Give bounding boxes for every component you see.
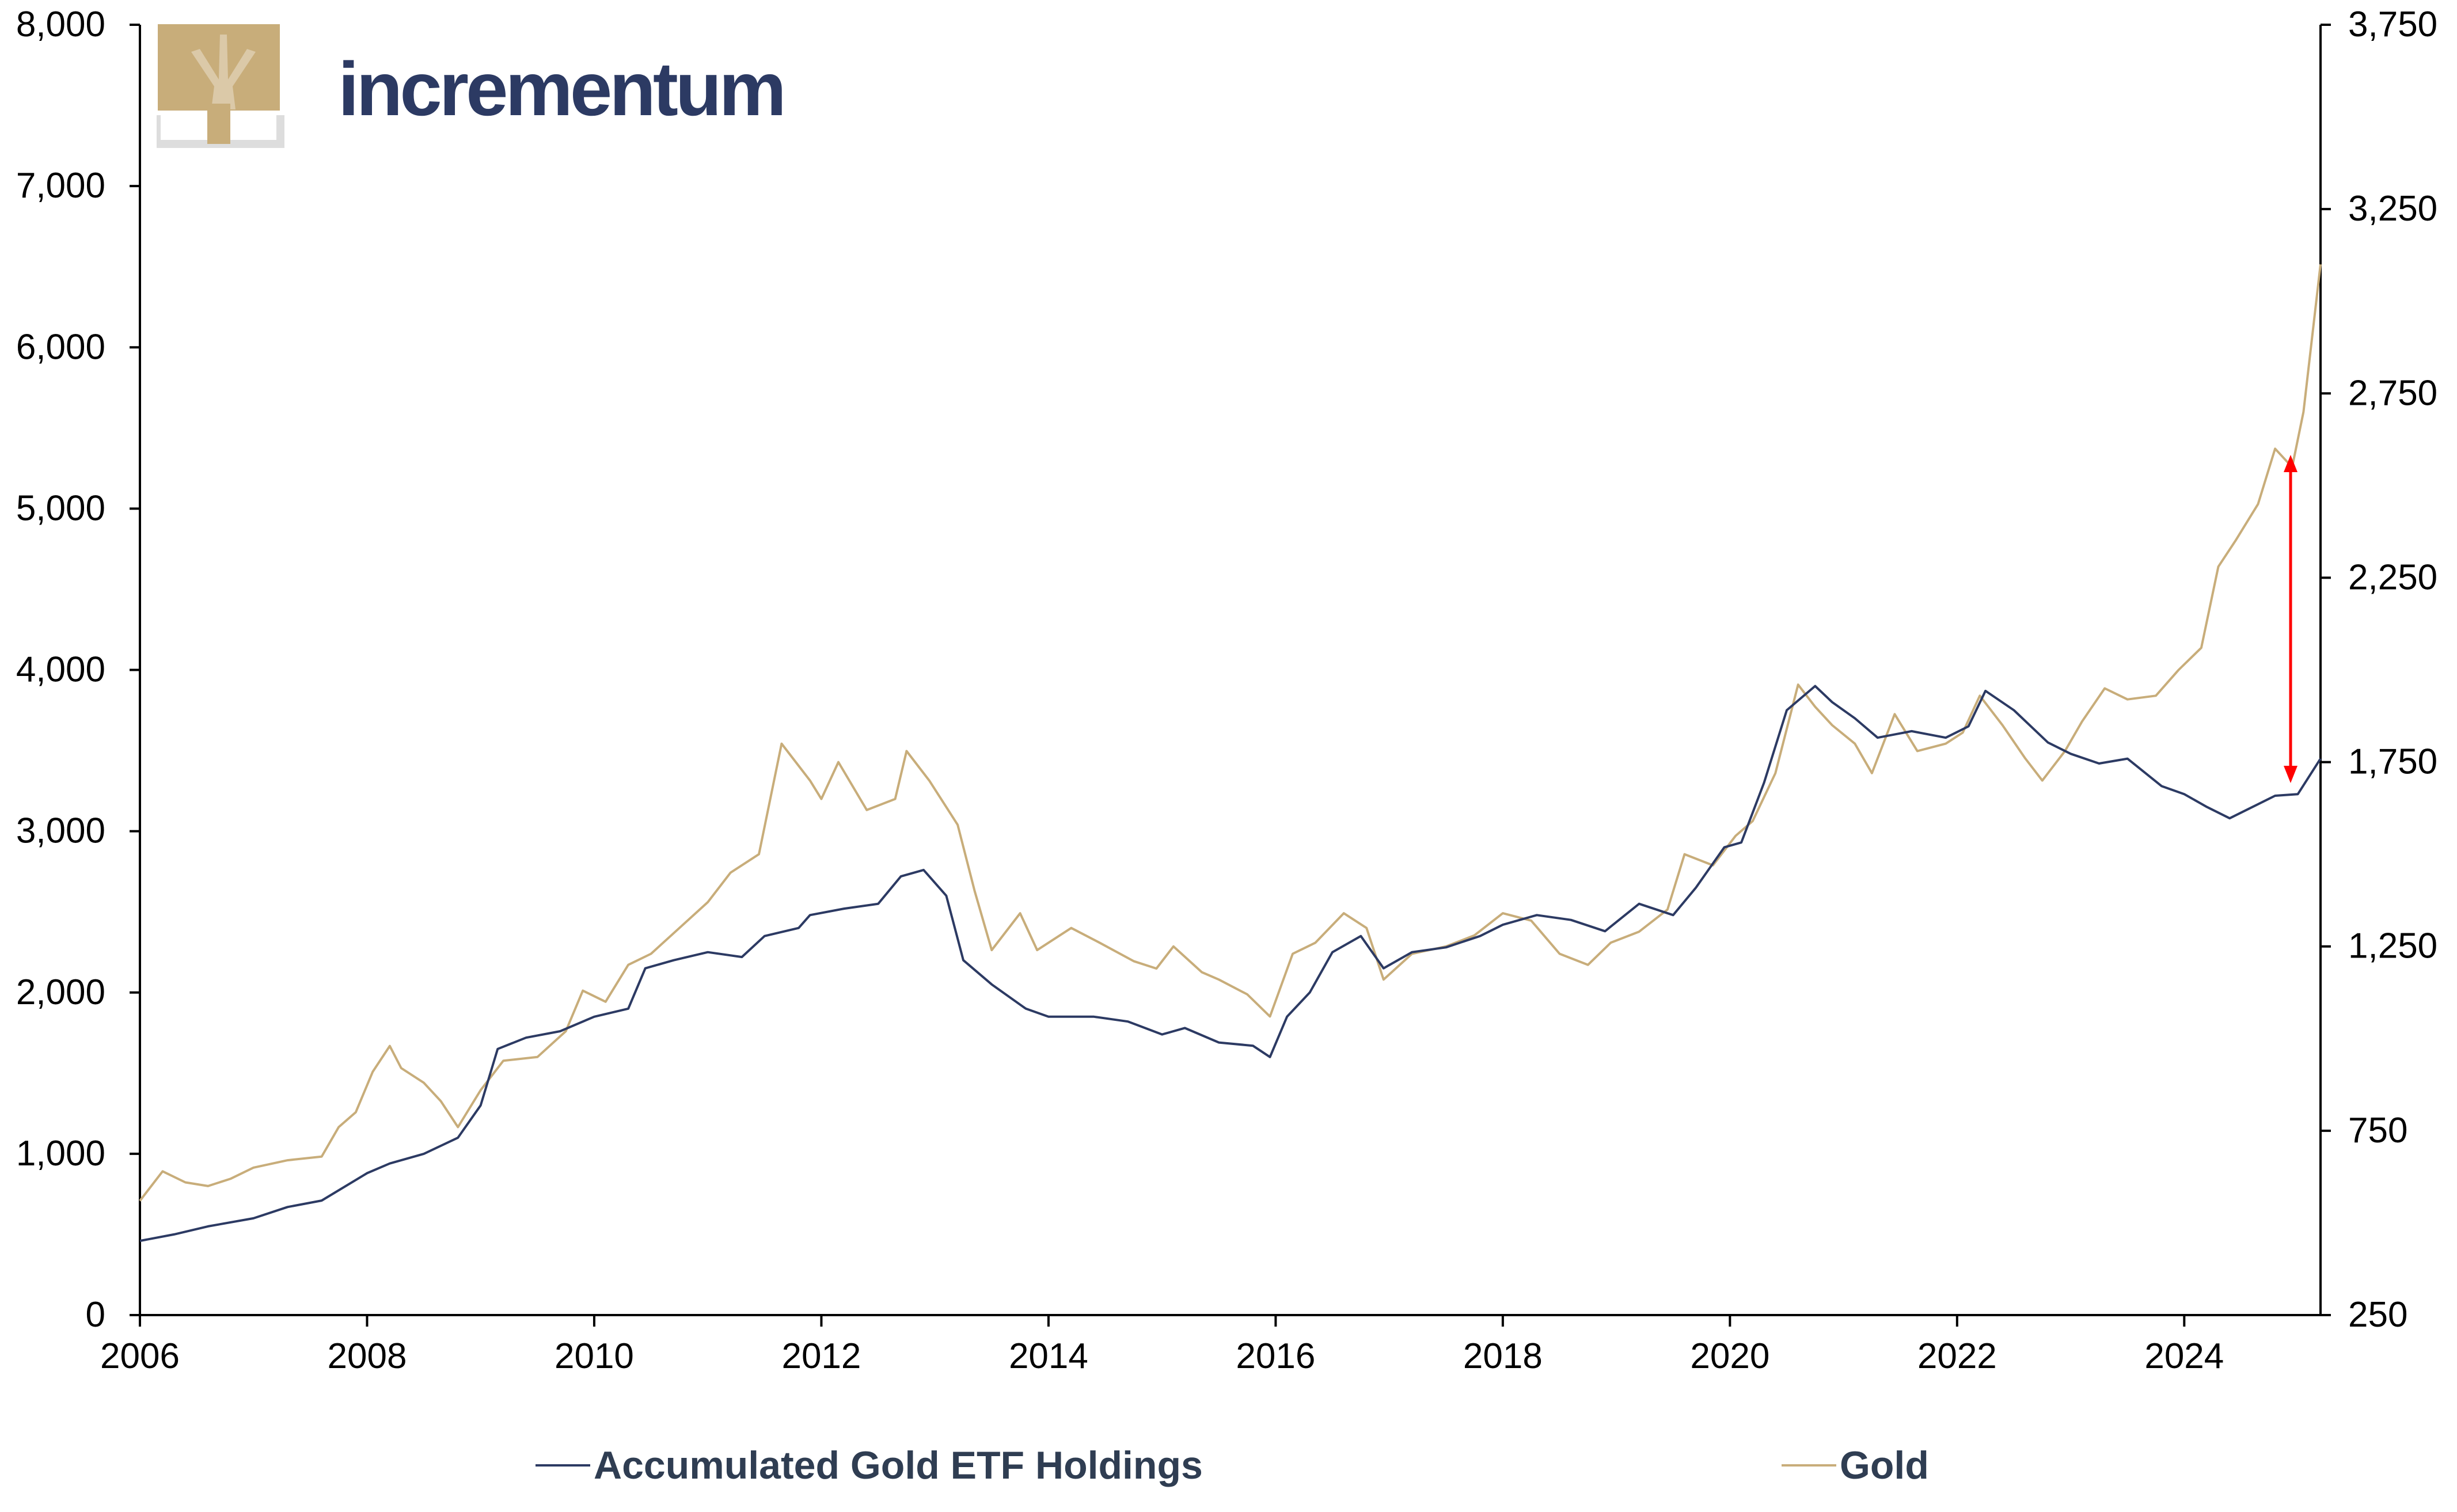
left-tick-label: 8,000: [16, 5, 105, 44]
right-tick-label: 2,750: [2348, 373, 2437, 413]
series-line-etf: [139, 685, 2322, 1243]
arrow-head-down: [2284, 766, 2297, 783]
x-tick-label: 2016: [1236, 1336, 1315, 1376]
x-axis-ticks: 2006 2008 2010 2012 2014 2016 2018 2020 2022 2024: [100, 1315, 2224, 1376]
left-tick-label: 7,000: [16, 166, 105, 206]
legend-label-gold: Gold: [1840, 1443, 1929, 1487]
legend-swatch-gold: [1782, 1464, 1836, 1467]
legend-item-etf: Accumulated Gold ETF Holdings: [536, 1434, 1203, 1497]
x-tick-label: 2008: [328, 1336, 407, 1376]
legend-swatch-etf: [536, 1464, 590, 1467]
right-tick-label: 1,750: [2348, 742, 2437, 782]
left-tick-label: 2,000: [16, 972, 105, 1012]
tree-icon: [157, 24, 284, 148]
left-tick-label: 6,000: [16, 327, 105, 367]
left-tick-label: 3,000: [16, 811, 105, 851]
x-tick-label: 2014: [1009, 1336, 1088, 1376]
right-tick-label: 1,250: [2348, 926, 2437, 966]
right-tick-label: 2,250: [2348, 557, 2437, 597]
x-tick-label: 2006: [100, 1336, 180, 1376]
right-tick-label: 250: [2348, 1295, 2407, 1335]
legend-item-gold: Gold: [1782, 1434, 1929, 1497]
x-tick-label: 2012: [781, 1336, 861, 1376]
axes: [139, 25, 2322, 1316]
left-tick-label: 5,000: [16, 488, 105, 528]
left-tick-label: 1,000: [16, 1134, 105, 1173]
series-layer: [139, 264, 2322, 1243]
right-tick-label: 3,250: [2348, 189, 2437, 229]
series-line-gold: [139, 264, 2322, 1202]
x-tick-label: 2010: [555, 1336, 634, 1376]
x-tick-label: 2024: [2144, 1336, 2224, 1376]
right-y-axis-ticks: 250 750 1,250 1,750 2,250 2,750 3,250 3,750: [2321, 5, 2437, 1335]
x-tick-label: 2022: [1917, 1336, 1997, 1376]
logo-wordmark: incrementum: [338, 47, 787, 131]
arrow-head-up: [2284, 455, 2297, 472]
red-double-arrow: [2284, 455, 2297, 783]
right-tick-label: 750: [2348, 1111, 2407, 1150]
incrementum-logo: incrementum: [157, 23, 836, 155]
left-y-axis-ticks: 0 1,000 2,000 3,000 4,000 5,000 6,000 7,000 8,00…: [16, 5, 140, 1335]
left-tick-label: 4,000: [16, 650, 105, 690]
left-tick-label: 0: [86, 1295, 105, 1335]
legend-label-etf: Accumulated Gold ETF Holdings: [594, 1443, 1203, 1487]
right-tick-label: 3,750: [2348, 5, 2437, 44]
x-tick-label: 2018: [1463, 1336, 1543, 1376]
x-tick-label: 2020: [1690, 1336, 1769, 1376]
